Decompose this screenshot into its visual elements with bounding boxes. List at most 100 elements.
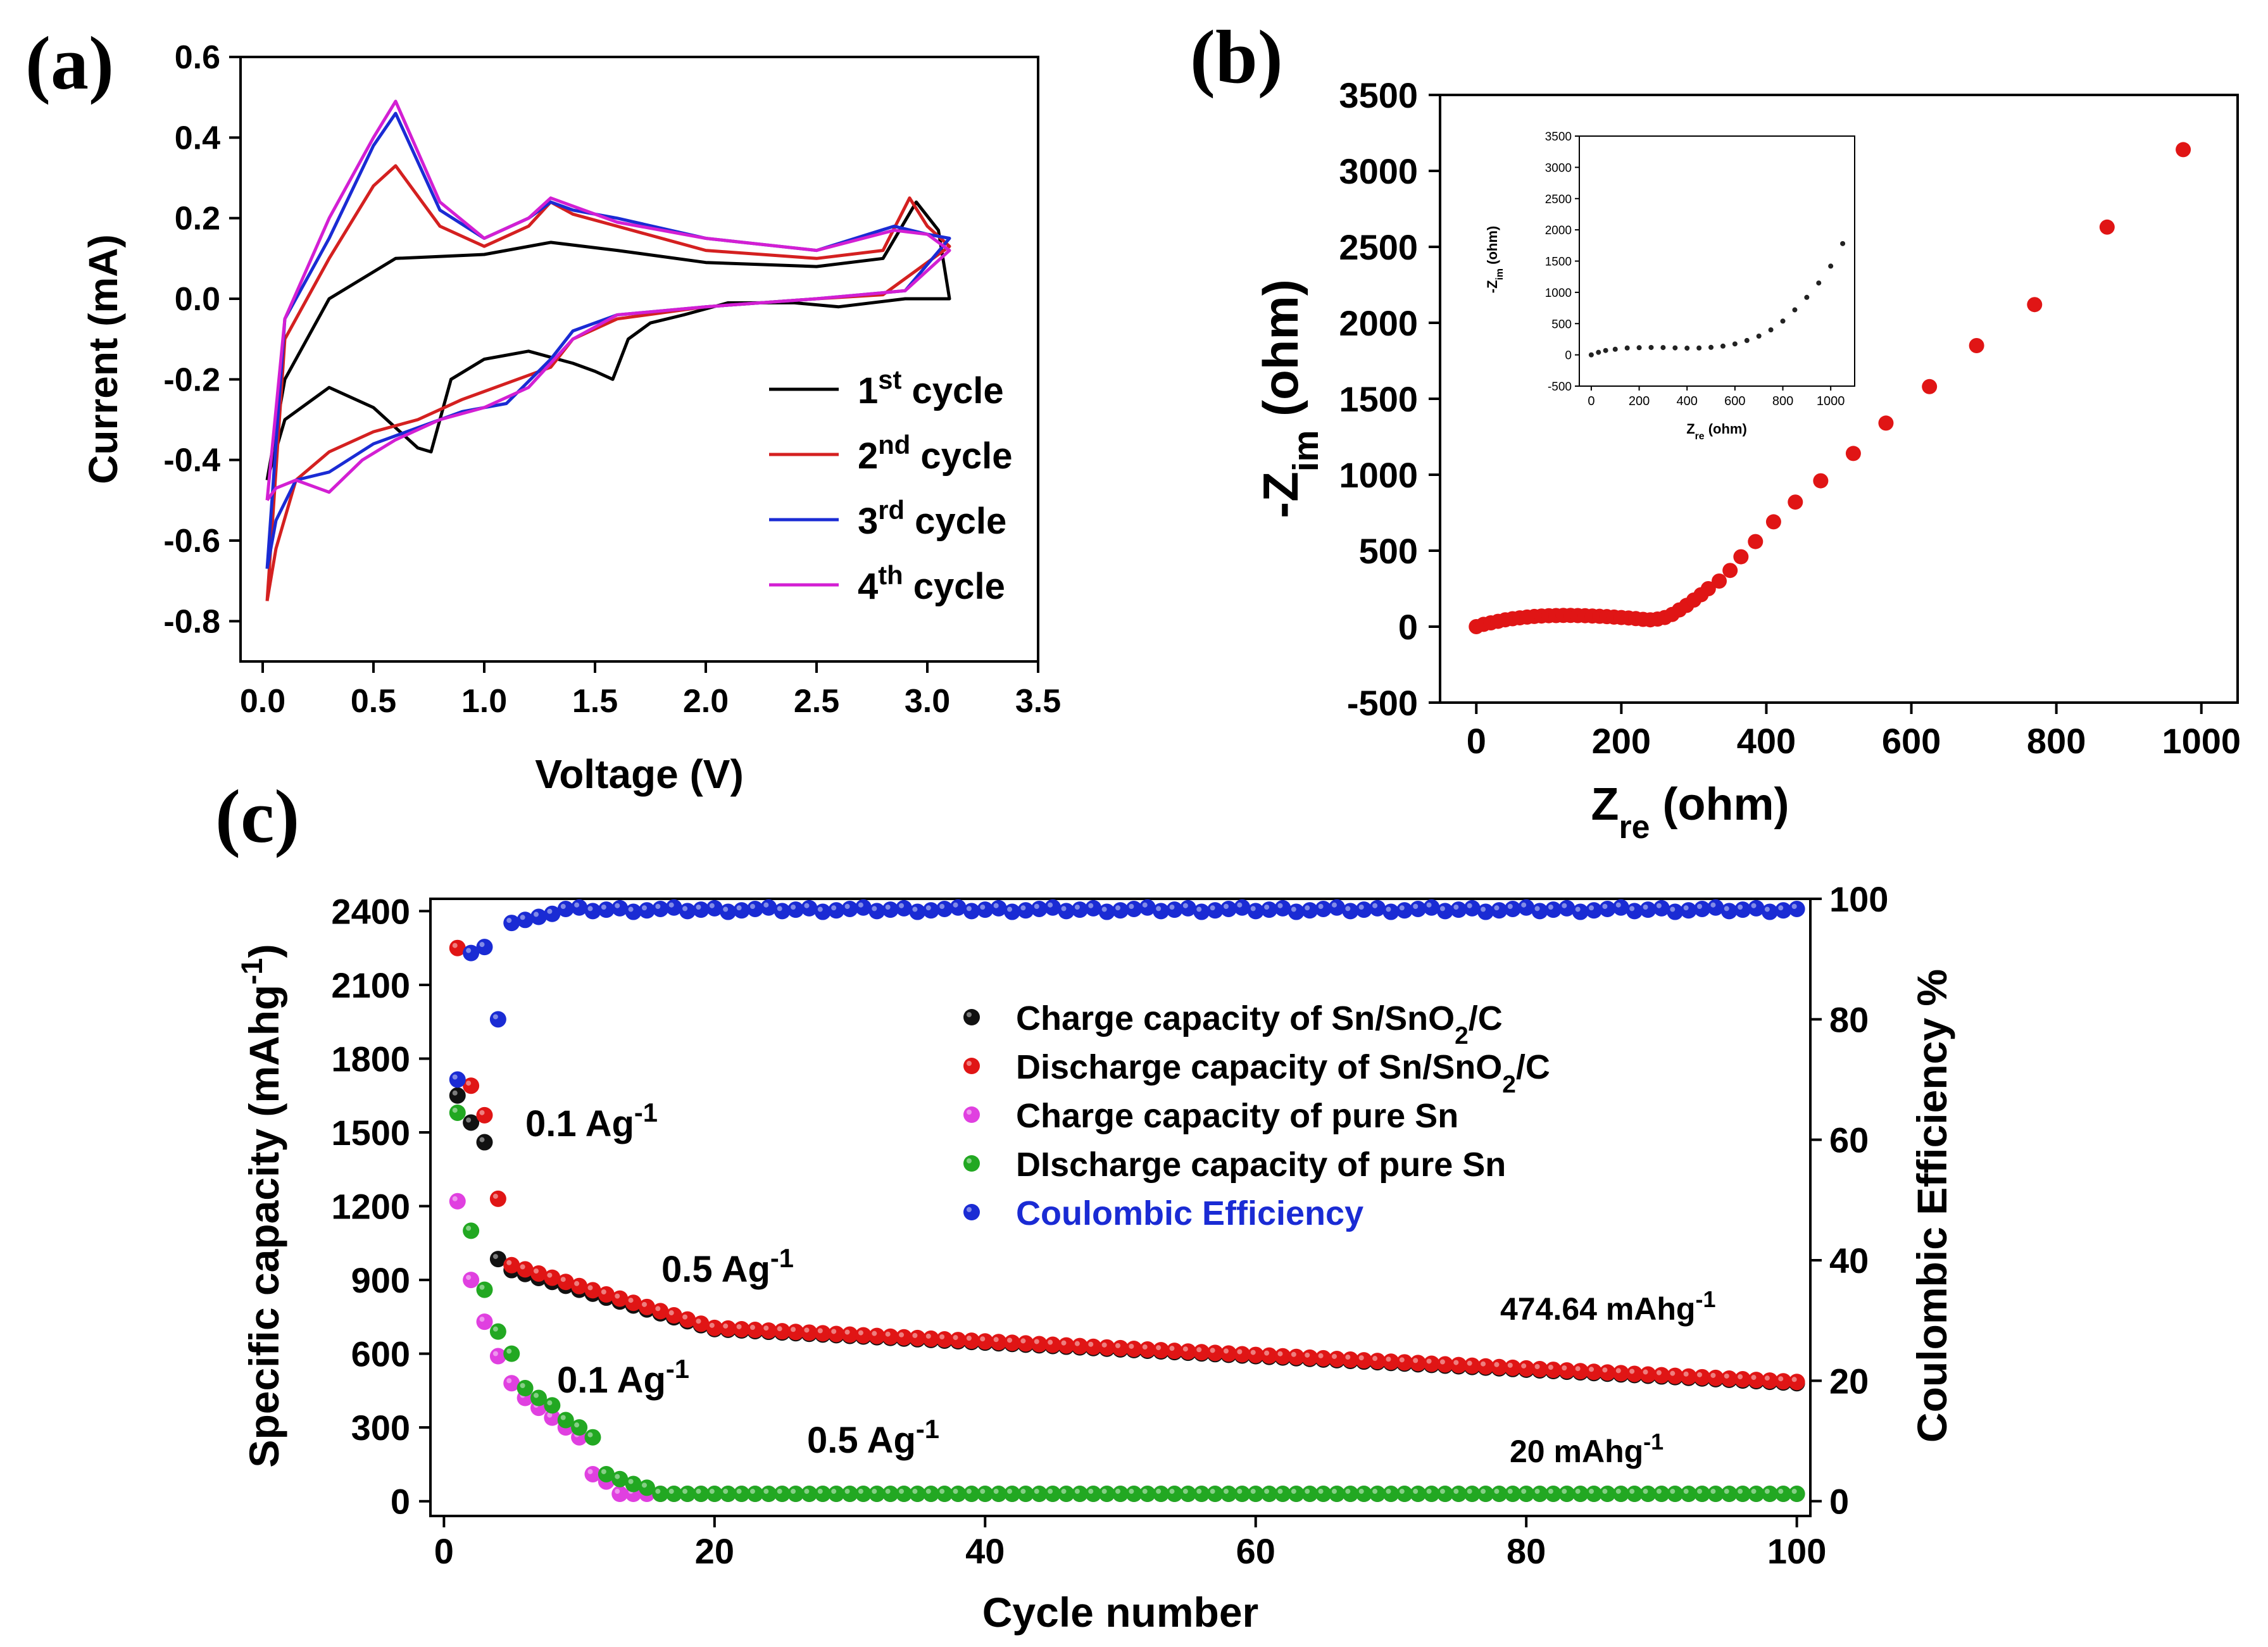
data-point-series-5-highlight: [1331, 902, 1337, 908]
data-point-series-5: [1544, 901, 1562, 918]
y-tick-label: 1200: [331, 1187, 410, 1227]
y-tick-label: 0.2: [175, 201, 220, 237]
x-axis-title: Zre (ohm): [1591, 779, 1789, 845]
data-point-series-4: [584, 1429, 601, 1446]
data-point-series-5: [977, 901, 994, 918]
data-point-series-4: [1247, 1486, 1264, 1503]
data-point-series-5-highlight: [993, 903, 999, 908]
data-point-series-2: [1206, 1344, 1224, 1362]
data-point-series-5: [896, 899, 913, 917]
y-tick-label: 1500: [1339, 379, 1418, 419]
inset-data-point: [1636, 345, 1642, 351]
data-point-series-4: [1031, 1486, 1048, 1503]
legend-label: Coulombic Efficiency: [1016, 1194, 1363, 1232]
data-point-series-5: [1315, 900, 1332, 917]
y-tick-label: 2500: [1339, 227, 1418, 267]
data-point-series-5-highlight: [858, 902, 863, 908]
data-point-series-5-highlight: [723, 906, 729, 912]
data-point-series-5: [1761, 903, 1778, 920]
y2-axis-title: Coulombic Efficiency %: [1908, 969, 1955, 1443]
x-tick-label: 1.5: [572, 683, 618, 720]
inset-y-tick-label: 3000: [1545, 161, 1572, 175]
data-point-series-2-highlight: [1088, 1341, 1094, 1347]
data-point-series-5: [476, 939, 493, 956]
data-point-series-2-highlight: [1629, 1368, 1635, 1374]
data-point-series-3-highlight: [587, 1469, 593, 1474]
data-point-series-5-highlight: [1778, 905, 1784, 911]
data-point-series-4: [1667, 1486, 1684, 1503]
annotation-label: 20 mAhg-1: [1510, 1429, 1663, 1470]
data-point-series-5: [611, 899, 629, 917]
data-point-series-5: [557, 900, 574, 917]
data-point-series-4-highlight: [1277, 1489, 1283, 1494]
data-point-series-5: [571, 899, 588, 916]
data-point-series-4-highlight: [520, 1383, 525, 1389]
data-point-series-4-highlight: [1507, 1489, 1513, 1494]
y-tick-label: -0.2: [163, 361, 220, 398]
data-point-series-4: [1139, 1486, 1156, 1503]
data-point-series-5-highlight: [1791, 903, 1797, 909]
data-point-series-4-highlight: [1386, 1489, 1391, 1494]
data-point-series-2-highlight: [1615, 1368, 1621, 1374]
data-point-series-5-highlight: [1481, 906, 1486, 912]
x-tick-label: 400: [1737, 721, 1796, 761]
data-point-series-2-highlight: [858, 1330, 863, 1336]
data-point-series-5: [841, 900, 858, 917]
data-point-series-2-highlight: [1791, 1377, 1797, 1382]
y2-tick-label: 40: [1829, 1241, 1869, 1281]
data-point-series-4: [882, 1486, 899, 1503]
data-point-series-4-highlight: [1521, 1489, 1527, 1494]
data-point-series-4: [1504, 1486, 1521, 1503]
inset-data-point: [1744, 337, 1750, 343]
data-point-series-4: [1734, 1486, 1751, 1503]
data-point-series-5-highlight: [1048, 902, 1053, 908]
data-point-series-2-highlight: [1481, 1361, 1486, 1367]
data-point-series-5: [814, 903, 831, 920]
data-point-series-5-highlight: [1494, 905, 1500, 911]
data-point-series-4-highlight: [1413, 1489, 1419, 1494]
data-point-series-2-highlight: [1223, 1348, 1229, 1354]
data-point-series-2: [544, 1269, 561, 1286]
data-point-series-2-highlight: [1751, 1375, 1757, 1381]
data-point-series-1-highlight: [492, 1254, 498, 1260]
data-point-series-4-highlight: [1034, 1489, 1039, 1494]
data-point: [1788, 494, 1803, 510]
data-point-series-4-highlight: [1318, 1489, 1324, 1494]
data-point-series-4: [1004, 1486, 1021, 1503]
data-point-series-5-highlight: [953, 902, 958, 908]
y-tick-label: 1500: [331, 1113, 410, 1153]
data-point-series-2: [1450, 1356, 1467, 1374]
data-point-series-5: [1572, 903, 1589, 920]
data-point-series-4-highlight: [1237, 1489, 1243, 1494]
legend-label: 2nd cycle: [858, 430, 1013, 477]
data-point-series-5: [1261, 901, 1278, 918]
data-point-series-2: [1301, 1349, 1319, 1366]
data-point-series-4: [1572, 1486, 1589, 1503]
data-point-series-5: [1612, 899, 1629, 916]
data-point-series-2: [787, 1324, 805, 1341]
data-point-series-2: [801, 1324, 818, 1341]
data-point-series-5-highlight: [547, 908, 553, 914]
data-point-series-2: [936, 1331, 953, 1348]
data-point: [1733, 549, 1749, 565]
data-point-series-4-highlight: [1358, 1489, 1364, 1494]
data-point-series-5-highlight: [1196, 906, 1202, 912]
data-point-series-4-highlight: [668, 1489, 674, 1494]
data-point-series-3-highlight: [479, 1317, 485, 1322]
data-point-series-4: [1382, 1486, 1400, 1503]
data-point-series-5-highlight: [1764, 906, 1770, 912]
data-point-series-2: [1261, 1347, 1278, 1364]
data-point-series-4: [963, 1486, 980, 1503]
data-point-series-5-highlight: [1589, 905, 1594, 911]
data-point-series-2-highlight: [993, 1337, 999, 1343]
data-point-series-5: [787, 901, 805, 918]
data-point-series-2-highlight: [587, 1285, 593, 1291]
data-point-series-2: [476, 1106, 493, 1124]
data-point-series-4: [1153, 1486, 1170, 1503]
data-point-series-4-highlight: [1048, 1489, 1053, 1494]
data-point-series-4-highlight: [560, 1415, 566, 1420]
data-point-series-2: [1667, 1367, 1684, 1384]
data-point-series-4: [652, 1486, 669, 1503]
data-point-series-5-highlight: [1007, 906, 1013, 912]
